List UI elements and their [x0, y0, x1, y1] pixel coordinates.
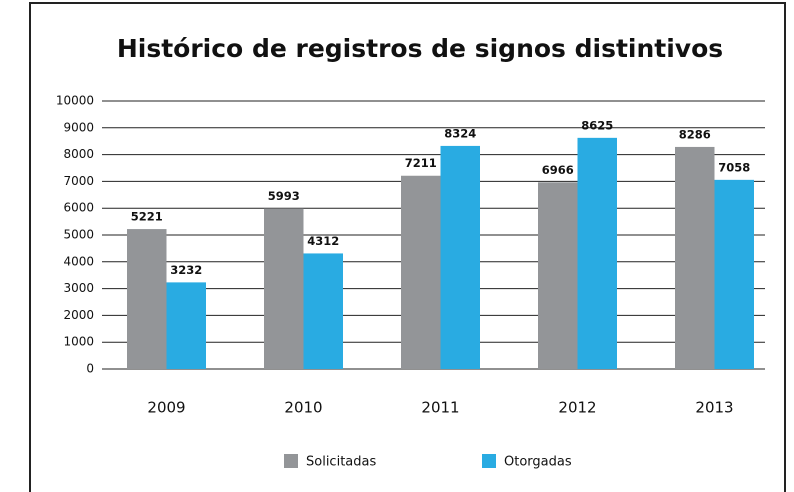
bar [127, 229, 167, 369]
x-tick-label: 2011 [421, 399, 459, 417]
value-label: 5993 [268, 189, 300, 203]
y-tick-label: 10000 [56, 94, 94, 108]
y-tick-label: 0 [86, 362, 94, 376]
y-tick-label: 9000 [63, 120, 94, 134]
x-tick-label: 2010 [284, 399, 322, 417]
bar [401, 175, 441, 369]
value-label: 6966 [542, 163, 574, 177]
y-tick-label: 7000 [63, 174, 94, 188]
value-label: 7211 [405, 156, 437, 170]
x-tick-label: 2009 [147, 399, 185, 417]
value-label: 7058 [718, 160, 750, 174]
bar [440, 145, 480, 369]
bar [303, 253, 343, 369]
bar [714, 179, 754, 369]
y-tick-label: 6000 [63, 201, 94, 215]
bar [264, 208, 304, 369]
value-label: 5221 [131, 210, 163, 224]
y-tick-label: 2000 [63, 308, 94, 322]
value-label: 3232 [170, 263, 202, 277]
legend-swatch [482, 454, 496, 468]
y-tick-label: 3000 [63, 281, 94, 295]
bar [538, 182, 578, 369]
x-tick-label: 2012 [558, 399, 596, 417]
y-tick-label: 1000 [63, 335, 94, 349]
value-label: 8286 [679, 127, 711, 141]
bar [577, 137, 617, 369]
x-tick-label: 2013 [695, 399, 733, 417]
value-label: 8625 [581, 118, 613, 132]
y-tick-label: 8000 [63, 147, 94, 161]
y-tick-label: 5000 [63, 228, 94, 242]
frame [29, 2, 786, 492]
legend-label: Otorgadas [504, 455, 572, 470]
bar [675, 146, 715, 369]
bar [166, 282, 206, 369]
y-tick-label: 4000 [63, 254, 94, 268]
chart-title: Histórico de registros de signos distint… [117, 34, 723, 63]
legend-swatch [284, 454, 298, 468]
value-label: 4312 [307, 234, 339, 248]
legend-label: Solicitadas [306, 455, 376, 470]
value-label: 8324 [444, 126, 476, 140]
